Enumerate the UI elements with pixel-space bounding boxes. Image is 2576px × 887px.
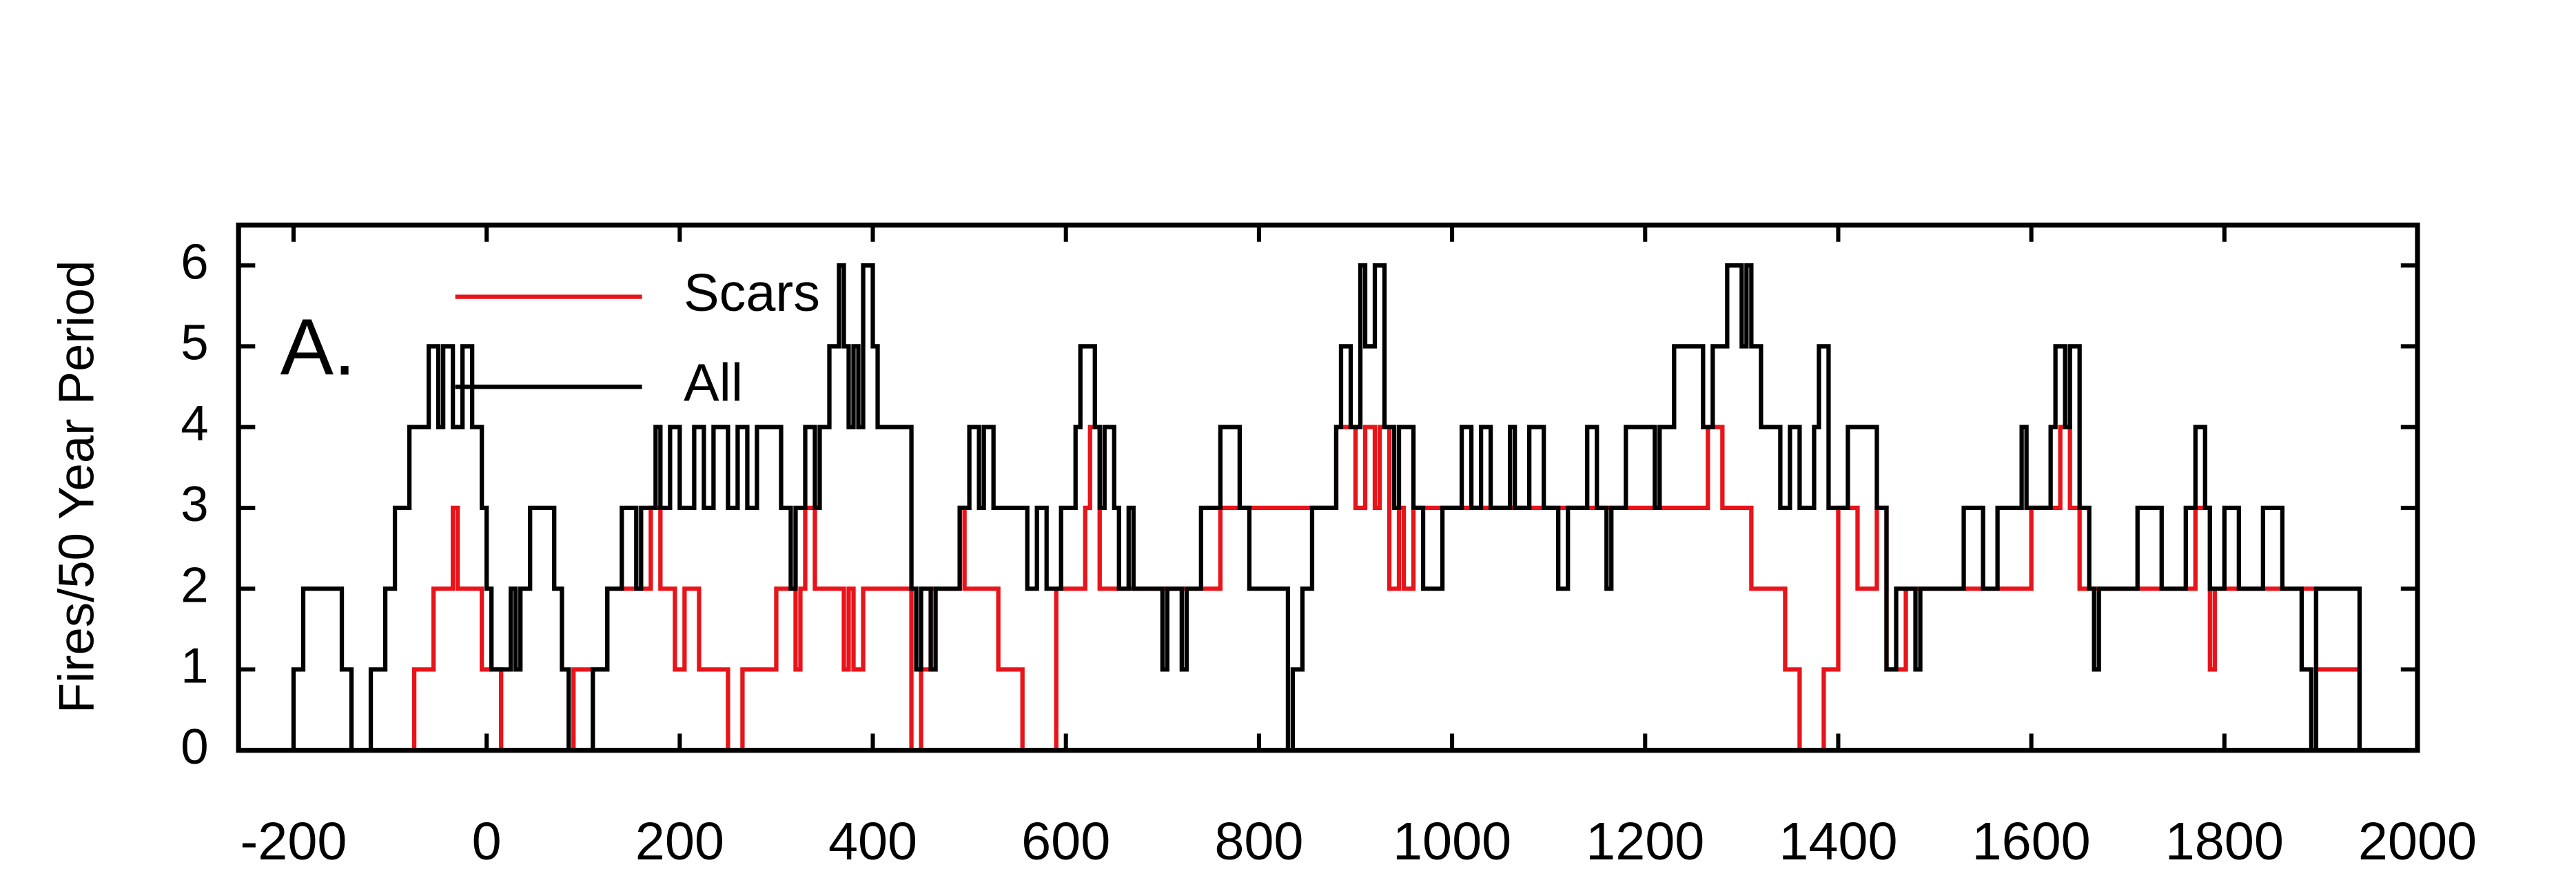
x-tick-label: 1200 xyxy=(1586,812,1704,871)
y-tick-label: 2 xyxy=(181,557,208,613)
y-tick-label: 6 xyxy=(181,234,208,289)
y-tick-label: 4 xyxy=(181,396,208,451)
x-tick-label: 1800 xyxy=(2165,812,2284,871)
x-tick-label: 400 xyxy=(828,812,917,871)
x-tick-label: 200 xyxy=(635,812,724,871)
x-tick-label: 1000 xyxy=(1393,812,1511,871)
x-tick-label: 1400 xyxy=(1779,812,1897,871)
y-tick-label: 1 xyxy=(181,638,208,694)
plot-frame xyxy=(236,222,2420,753)
panel-annotation: A. xyxy=(280,303,356,392)
y-tick-label: 3 xyxy=(181,476,208,532)
y-axis-label: Fires/50 Year Period xyxy=(48,261,104,714)
y-tick-label: 5 xyxy=(181,315,208,371)
x-tick-label: -200 xyxy=(241,812,347,871)
y-tick-label: 0 xyxy=(181,719,208,775)
x-tick-label: 2000 xyxy=(2358,812,2477,871)
x-tick-label: 0 xyxy=(472,812,502,871)
x-tick-label: 800 xyxy=(1214,812,1303,871)
legend-label: Scars xyxy=(684,263,820,323)
x-tick-label: 1600 xyxy=(1972,812,2091,871)
x-tick-label: 600 xyxy=(1021,812,1110,871)
legend-label: All xyxy=(684,354,743,413)
step-line xyxy=(288,263,2362,753)
